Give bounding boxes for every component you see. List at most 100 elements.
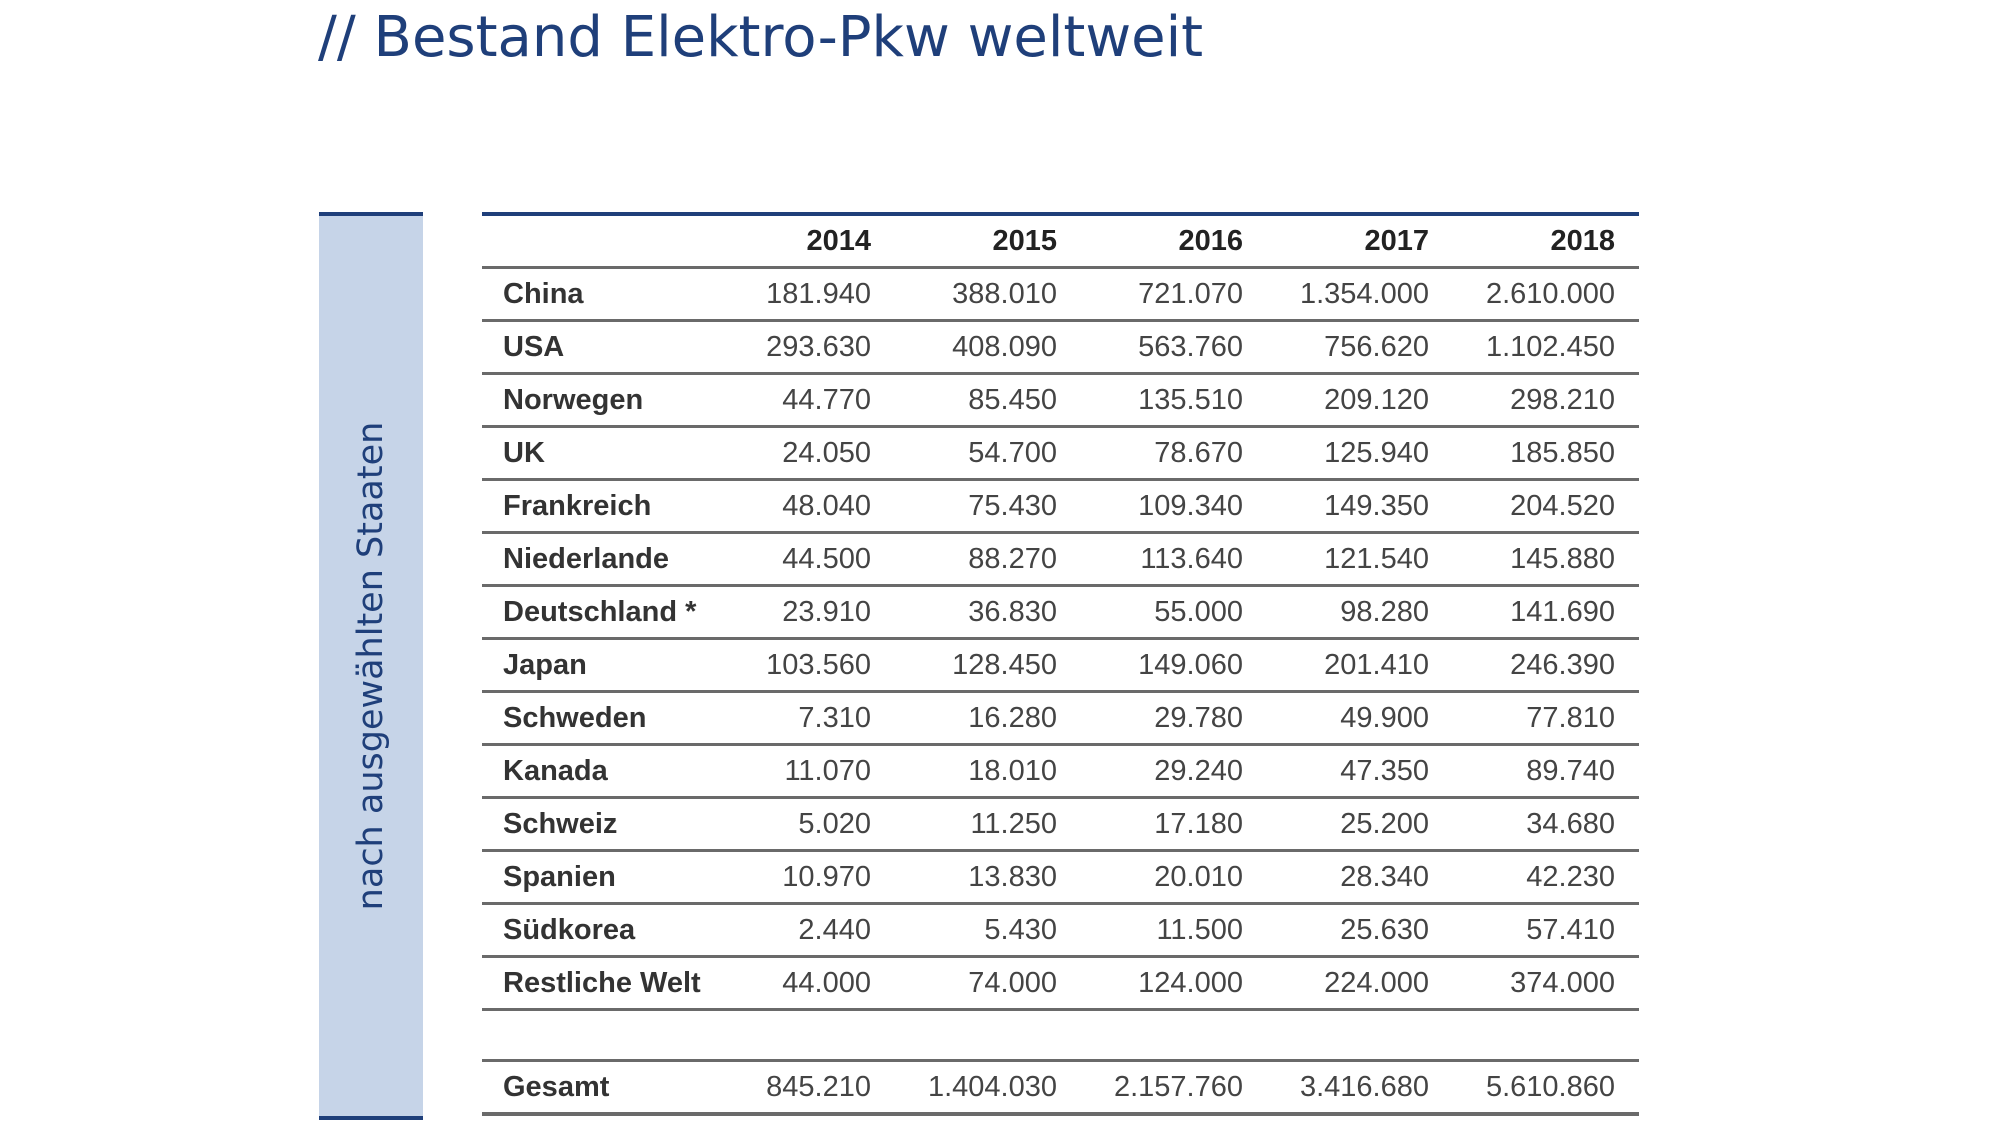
spacer-cell [482, 1010, 1639, 1061]
value-cell: 201.410 [1324, 648, 1429, 681]
value-cell: 17.180 [1154, 807, 1243, 840]
country-cell: Deutschland * [503, 595, 697, 628]
total-row: Gesamt 845.210 1.404.030 2.157.760 3.416.680… [482, 1061, 1639, 1114]
table-row: China 181.940 388.010 721.070 1.354.000 2.610… [482, 268, 1639, 321]
value-cell: 98.280 [1340, 595, 1429, 628]
value-cell: 18.010 [968, 754, 1057, 787]
value-cell: 721.070 [1138, 277, 1243, 310]
header-year: 2016 [1178, 224, 1243, 257]
value-cell: 44.770 [782, 383, 871, 416]
header-row: 2014 2015 2016 2017 2018 [482, 214, 1639, 268]
value-cell: 141.690 [1510, 595, 1615, 628]
side-panel: nach ausgewählten Staaten [319, 212, 423, 1120]
value-cell: 563.760 [1138, 330, 1243, 363]
value-cell: 25.200 [1340, 807, 1429, 840]
value-cell: 16.280 [968, 701, 1057, 734]
total-value-cell: 3.416.680 [1299, 1070, 1429, 1103]
value-cell: 181.940 [766, 277, 871, 310]
table-row: Norwegen 44.770 85.450 135.510 209.120 298.21… [482, 374, 1639, 427]
country-cell: Südkorea [503, 913, 636, 946]
table-body: China 181.940 388.010 721.070 1.354.000 2.610… [482, 268, 1639, 1114]
total-label: Gesamt [503, 1070, 610, 1103]
value-cell: 75.430 [968, 489, 1057, 522]
value-cell: 42.230 [1526, 860, 1615, 893]
table-row: UK 24.050 54.700 78.670 125.940 185.850 [482, 427, 1639, 480]
table-row: Niederlande 44.500 88.270 113.640 121.540 145… [482, 533, 1639, 586]
country-cell: Spanien [503, 860, 616, 893]
value-cell: 246.390 [1510, 648, 1615, 681]
value-cell: 24.050 [782, 436, 871, 469]
page-title: // Bestand Elektro-Pkw weltweit [318, 5, 1204, 70]
value-cell: 1.354.000 [1299, 277, 1429, 310]
value-cell: 57.410 [1526, 913, 1615, 946]
value-cell: 29.240 [1154, 754, 1243, 787]
value-cell: 128.450 [952, 648, 1057, 681]
value-cell: 36.830 [968, 595, 1057, 628]
value-cell: 7.310 [798, 701, 871, 734]
value-cell: 77.810 [1526, 701, 1615, 734]
value-cell: 2.610.000 [1485, 277, 1615, 310]
country-cell: Kanada [503, 754, 608, 787]
ev-stock-table: 2014 2015 2016 2017 2018 China 181.940 388… [482, 212, 1639, 1116]
value-cell: 135.510 [1138, 383, 1243, 416]
value-cell: 48.040 [782, 489, 871, 522]
table-row: Südkorea 2.440 5.430 11.500 25.630 57.410 [482, 904, 1639, 957]
total-value-cell: 2.157.760 [1113, 1070, 1243, 1103]
side-panel-label: nach ausgewählten Staaten [351, 421, 391, 911]
value-cell: 28.340 [1340, 860, 1429, 893]
value-cell: 34.680 [1526, 807, 1615, 840]
value-cell: 224.000 [1324, 966, 1429, 999]
value-cell: 54.700 [968, 436, 1057, 469]
country-cell: USA [503, 330, 565, 363]
value-cell: 2.440 [798, 913, 871, 946]
total-value-cell: 5.610.860 [1485, 1070, 1615, 1103]
value-cell: 145.880 [1510, 542, 1615, 575]
value-cell: 109.340 [1138, 489, 1243, 522]
value-cell: 388.010 [952, 277, 1057, 310]
value-cell: 1.102.450 [1485, 330, 1615, 363]
country-cell: Schweiz [503, 807, 618, 840]
value-cell: 74.000 [968, 966, 1057, 999]
country-cell: Niederlande [503, 542, 669, 575]
value-cell: 49.900 [1340, 701, 1429, 734]
country-cell: Restliche Welt [503, 966, 701, 999]
country-cell: UK [503, 436, 545, 469]
table-row: USA 293.630 408.090 563.760 756.620 1.102.450 [482, 321, 1639, 374]
value-cell: 121.540 [1324, 542, 1429, 575]
value-cell: 113.640 [1140, 542, 1243, 575]
header-year: 2015 [992, 224, 1057, 257]
value-cell: 13.830 [968, 860, 1057, 893]
country-cell: Japan [503, 648, 587, 681]
header-year: 2017 [1364, 224, 1429, 257]
value-cell: 88.270 [968, 542, 1057, 575]
value-cell: 185.850 [1510, 436, 1615, 469]
table-row: Schweden 7.310 16.280 29.780 49.900 77.810 [482, 692, 1639, 745]
value-cell: 756.620 [1324, 330, 1429, 363]
value-cell: 125.940 [1324, 436, 1429, 469]
value-cell: 124.000 [1138, 966, 1243, 999]
value-cell: 5.430 [984, 913, 1057, 946]
value-cell: 44.000 [782, 966, 871, 999]
value-cell: 374.000 [1510, 966, 1615, 999]
value-cell: 408.090 [952, 330, 1057, 363]
country-cell: Schweden [503, 701, 647, 734]
value-cell: 10.970 [782, 860, 871, 893]
value-cell: 298.210 [1510, 383, 1615, 416]
table-row: Deutschland * 23.910 36.830 55.000 98.280 141… [482, 586, 1639, 639]
spacer-row [482, 1010, 1639, 1061]
value-cell: 5.020 [798, 807, 871, 840]
value-cell: 204.520 [1510, 489, 1615, 522]
table-row: Spanien 10.970 13.830 20.010 28.340 42.230 [482, 851, 1639, 904]
value-cell: 149.350 [1324, 489, 1429, 522]
table-row: Restliche Welt 44.000 74.000 124.000 224.000… [482, 957, 1639, 1010]
data-table-container: 2014 2015 2016 2017 2018 China 181.940 388… [482, 212, 1639, 1116]
table-row: Frankreich 48.040 75.430 109.340 149.350 204.… [482, 480, 1639, 533]
country-cell: Frankreich [503, 489, 652, 522]
value-cell: 11.070 [784, 754, 871, 787]
country-cell: Norwegen [503, 383, 644, 416]
header-corner [482, 214, 709, 268]
value-cell: 78.670 [1154, 436, 1243, 469]
value-cell: 20.010 [1154, 860, 1243, 893]
value-cell: 25.630 [1340, 913, 1429, 946]
table-row: Japan 103.560 128.450 149.060 201.410 246.390 [482, 639, 1639, 692]
